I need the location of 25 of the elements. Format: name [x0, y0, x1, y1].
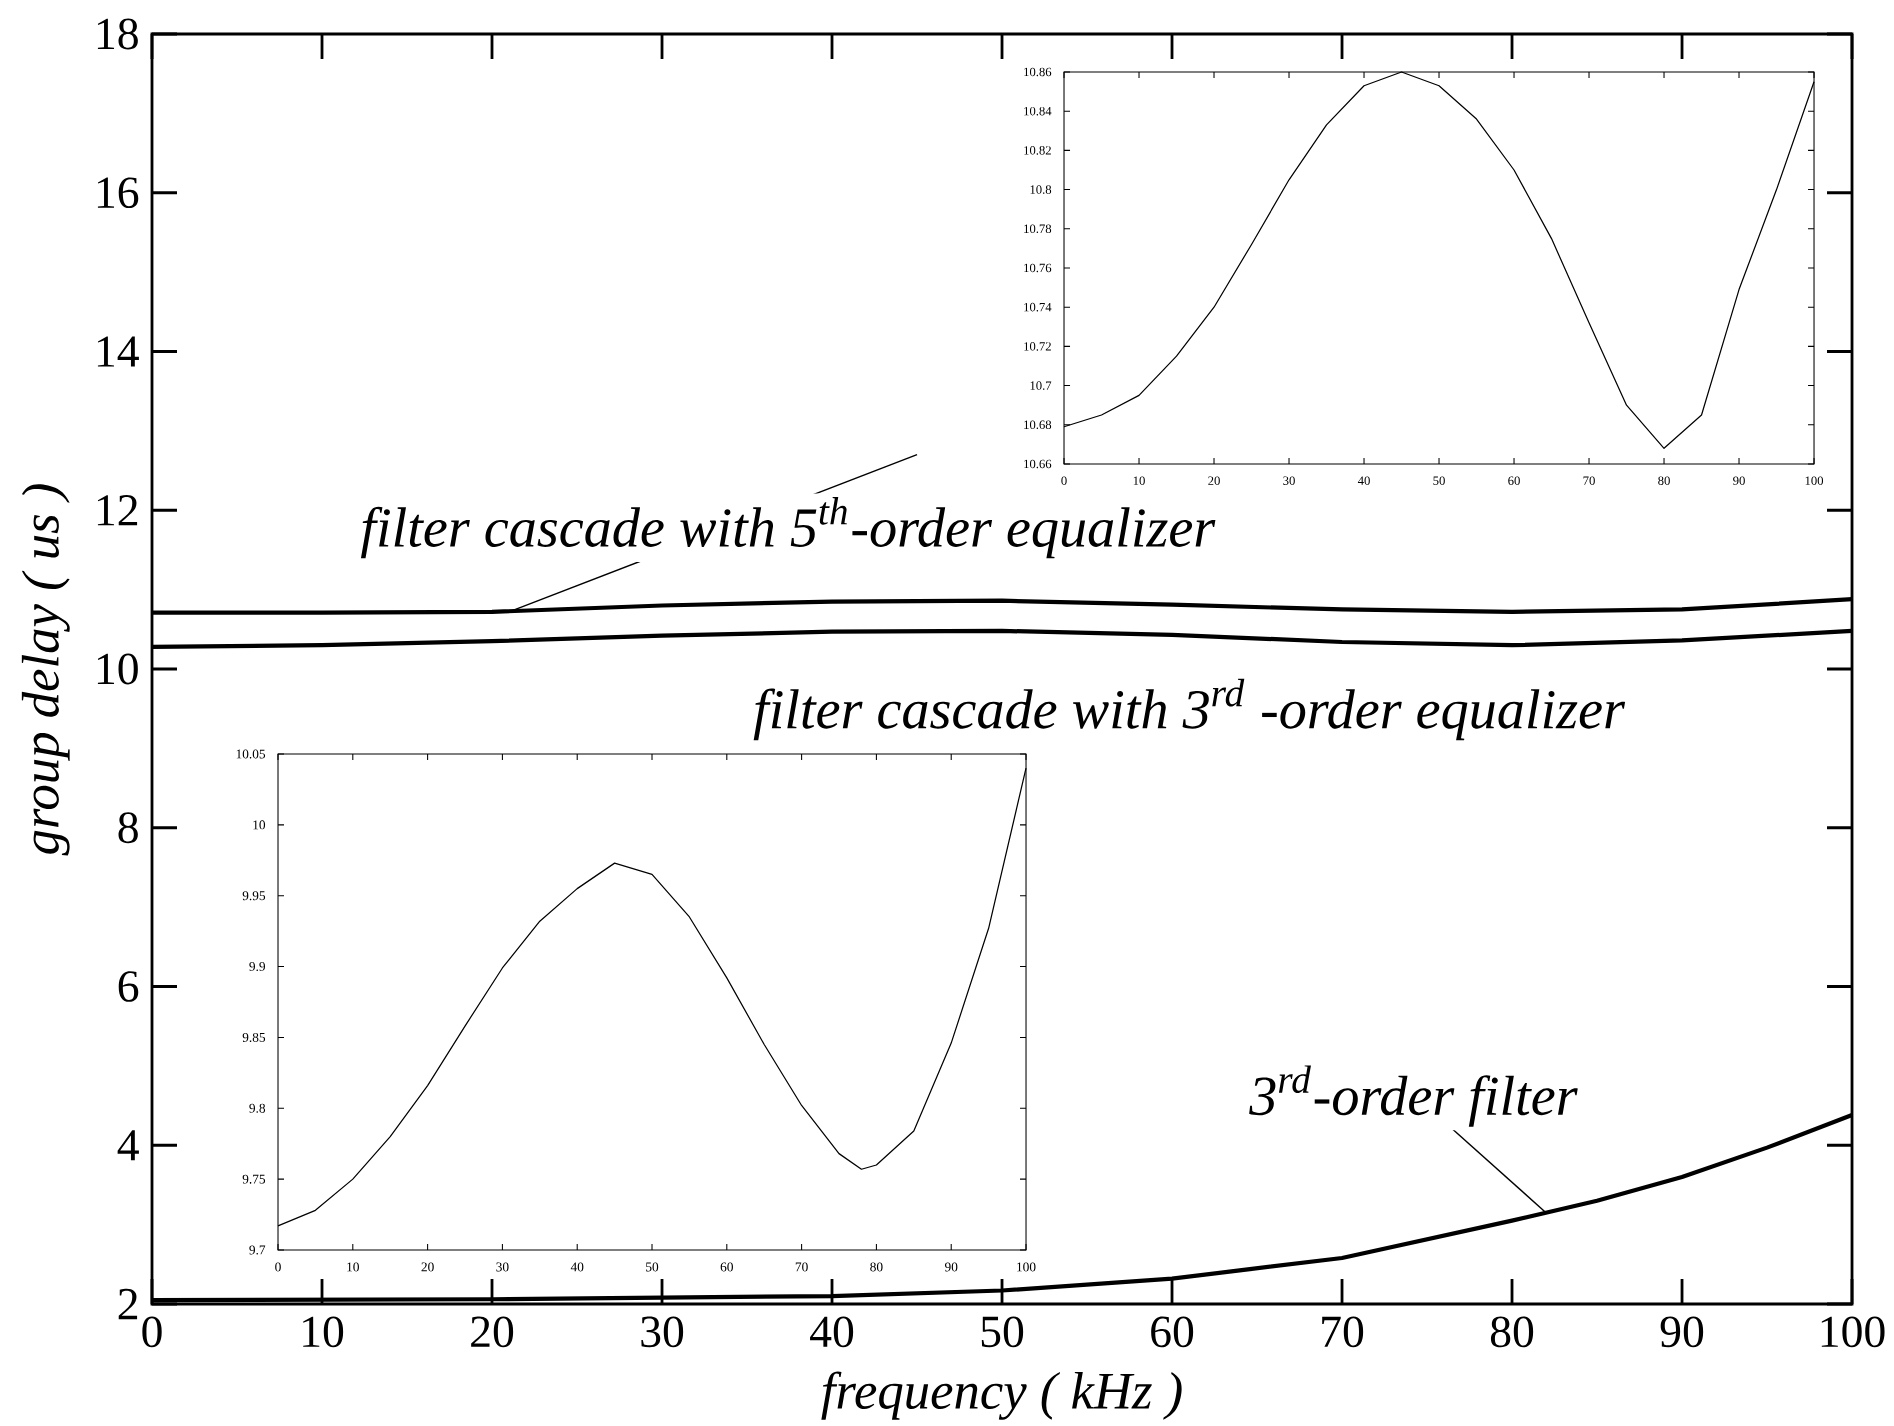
y-axis-title: group delay ( us ) — [21, 484, 70, 856]
y-tick-label: 16 — [97, 177, 139, 209]
x-tick-label: 20 — [471, 1316, 514, 1348]
x-axis-title: frequency ( kHz ) — [821, 1371, 1182, 1420]
x-tick-label: 60 — [1151, 1316, 1194, 1348]
x-tick-label: 70 — [1322, 1316, 1364, 1348]
x-tick-label: 10 — [303, 1316, 344, 1348]
y-tick-label: 6 — [118, 971, 139, 1002]
annotation: filter cascade with 5$^{th}$-order equalizer — [360, 497, 1216, 559]
x-tick-label: 0 — [142, 1316, 162, 1348]
y-tick-label: 4 — [117, 1130, 139, 1161]
annotation: filter cascade with 3$^{rd}$ -order equalizer — [753, 678, 1626, 741]
y-tick-label: 10 — [97, 653, 138, 685]
x-tick-label: 90 — [1660, 1316, 1704, 1348]
y-tick-label: 14 — [97, 336, 139, 367]
x-tick-label: 50 — [981, 1316, 1024, 1348]
x-tick-label: 100 — [1821, 1316, 1885, 1348]
annotation: 3$^{rd}$-order filter — [1249, 1065, 1578, 1127]
x-tick-label: 80 — [1490, 1316, 1534, 1348]
y-tick-label: 8 — [118, 812, 138, 844]
x-tick-label: 30 — [641, 1316, 684, 1348]
y-tick-label: 18 — [97, 18, 138, 50]
x-tick-label: 40 — [810, 1316, 854, 1348]
y-tick-label: 12 — [97, 495, 138, 526]
y-tick-label: 2 — [118, 1288, 138, 1320]
